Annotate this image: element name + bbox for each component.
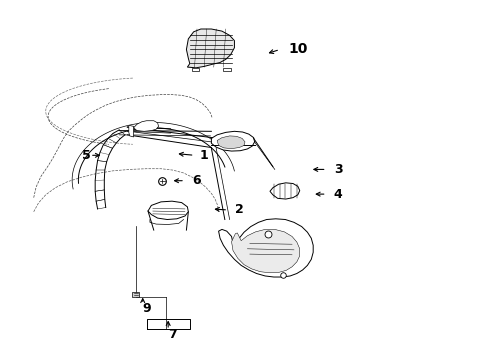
Polygon shape <box>217 136 245 149</box>
Text: 2: 2 <box>235 203 244 216</box>
Text: 1: 1 <box>199 149 208 162</box>
Polygon shape <box>186 29 234 68</box>
Polygon shape <box>219 219 313 277</box>
Text: 6: 6 <box>192 174 201 187</box>
Polygon shape <box>192 68 199 71</box>
Polygon shape <box>132 292 139 297</box>
Text: 5: 5 <box>82 149 91 162</box>
Text: 10: 10 <box>288 42 308 57</box>
Polygon shape <box>223 68 231 71</box>
Polygon shape <box>134 121 159 131</box>
Text: 8: 8 <box>303 251 311 264</box>
Polygon shape <box>148 201 188 220</box>
Polygon shape <box>232 229 300 273</box>
Text: 7: 7 <box>168 328 177 341</box>
Text: 3: 3 <box>334 163 343 176</box>
Text: 9: 9 <box>143 302 151 315</box>
Text: 4: 4 <box>334 188 343 201</box>
Polygon shape <box>211 131 255 151</box>
Polygon shape <box>129 125 134 137</box>
Polygon shape <box>270 183 300 199</box>
